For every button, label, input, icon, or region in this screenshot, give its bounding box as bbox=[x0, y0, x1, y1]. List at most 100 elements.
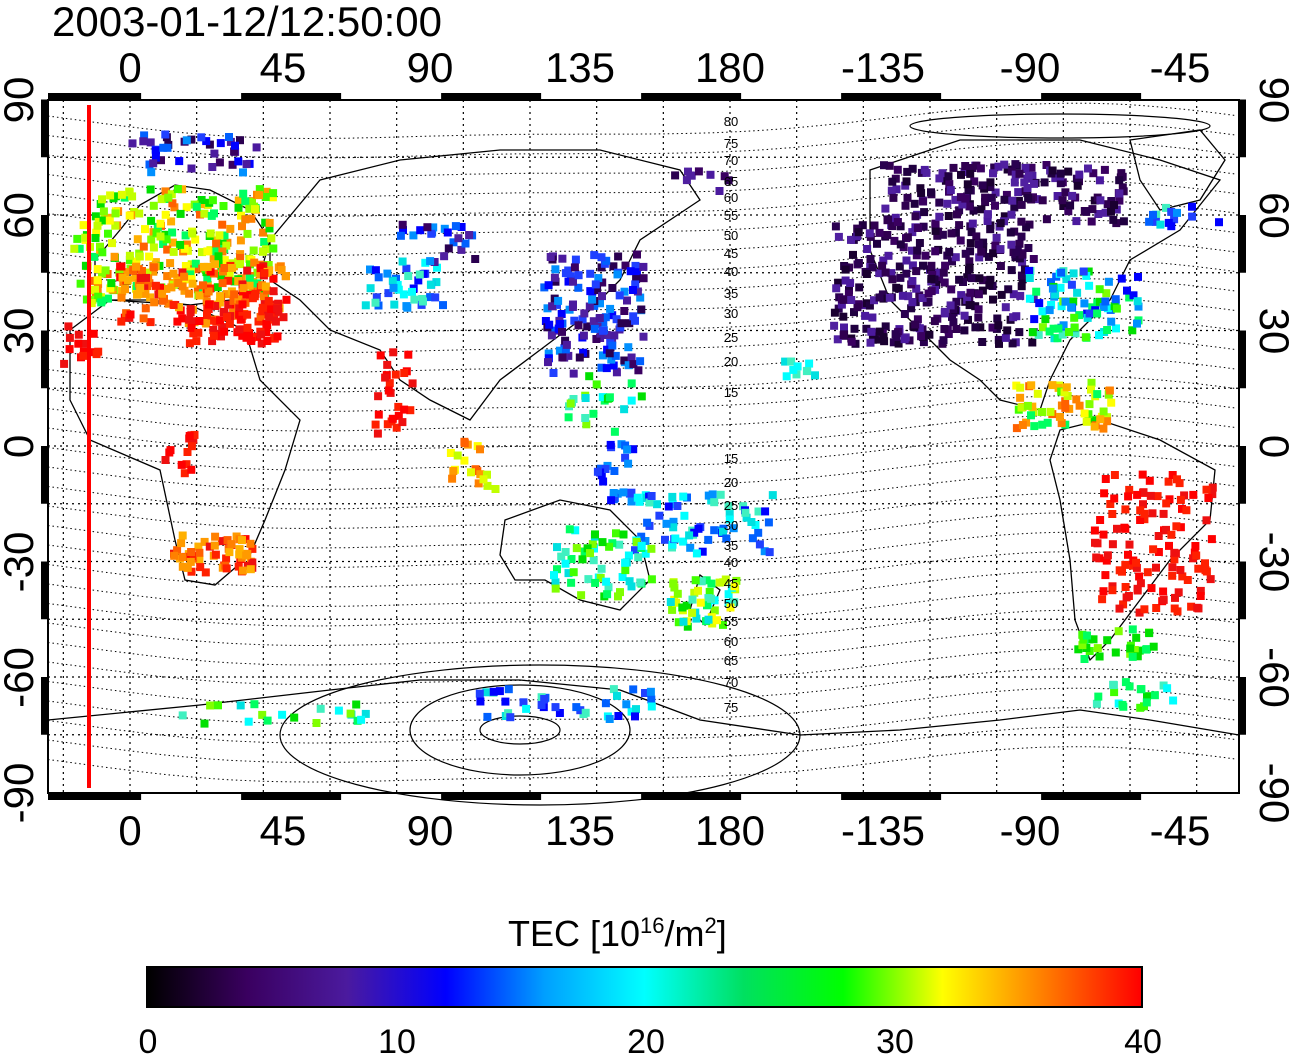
tec-observation bbox=[537, 701, 546, 709]
tec-observation bbox=[878, 261, 887, 270]
tec-observation bbox=[419, 297, 427, 306]
tec-observation bbox=[1162, 203, 1170, 212]
tec-observation bbox=[234, 562, 243, 571]
tec-observation bbox=[726, 603, 735, 612]
tec-observation bbox=[259, 292, 268, 301]
tec-observation bbox=[376, 351, 385, 360]
tec-observation bbox=[724, 590, 733, 599]
tec-observation bbox=[1182, 506, 1191, 515]
tec-observation bbox=[613, 691, 621, 700]
tec-observation bbox=[1091, 538, 1099, 547]
tec-observation bbox=[187, 548, 196, 556]
lon-tick-bottom: 45 bbox=[260, 807, 307, 854]
tec-observation bbox=[977, 205, 986, 214]
tec-observation bbox=[558, 327, 566, 336]
tec-observation bbox=[880, 337, 889, 346]
tec-observation bbox=[623, 445, 632, 454]
contour-label: 50 bbox=[724, 596, 738, 611]
tec-observation bbox=[631, 280, 640, 289]
tec-observation bbox=[604, 583, 613, 592]
contour-label: 75 bbox=[724, 700, 738, 715]
tec-observation bbox=[1012, 424, 1021, 433]
tec-observation bbox=[941, 261, 950, 270]
tec-observation bbox=[1072, 395, 1081, 404]
magnetic-contour bbox=[47, 726, 1237, 764]
tec-observation bbox=[247, 197, 256, 206]
frame-scale-left bbox=[41, 561, 48, 620]
tec-observation bbox=[1012, 247, 1021, 256]
tec-observation bbox=[1167, 530, 1176, 539]
tec-observation bbox=[198, 248, 206, 257]
tec-observation bbox=[1153, 492, 1162, 501]
tec-observation bbox=[881, 322, 890, 331]
tec-observation bbox=[855, 283, 864, 292]
tec-observation bbox=[1068, 191, 1077, 200]
tec-observation bbox=[912, 251, 921, 260]
tec-observation bbox=[1165, 541, 1173, 550]
tec-observation bbox=[427, 229, 436, 238]
tec-observation bbox=[615, 291, 624, 300]
tec-observation bbox=[123, 276, 132, 285]
magnetic-contour bbox=[47, 180, 1237, 218]
tec-observation bbox=[241, 197, 250, 206]
tec-observation bbox=[429, 223, 438, 232]
tec-observation bbox=[664, 502, 673, 511]
tec-observation bbox=[168, 228, 177, 237]
tec-observation bbox=[247, 337, 256, 345]
tec-observation bbox=[911, 320, 920, 329]
tec-observation bbox=[177, 539, 186, 548]
tec-observation bbox=[1139, 488, 1148, 497]
tec-observation bbox=[694, 524, 703, 533]
tec-observation bbox=[720, 172, 729, 181]
tec-observation bbox=[919, 261, 927, 270]
tec-observation bbox=[1107, 398, 1116, 407]
lon-tick-top: 45 bbox=[260, 44, 307, 91]
tec-observation bbox=[713, 616, 721, 625]
tec-observation bbox=[178, 553, 187, 562]
tec-observation bbox=[366, 284, 375, 293]
tec-observation bbox=[117, 317, 126, 326]
tec-observation bbox=[940, 325, 949, 333]
tec-observation bbox=[483, 470, 491, 479]
tec-observation bbox=[374, 392, 383, 401]
tec-observation bbox=[1018, 250, 1027, 259]
tec-observation bbox=[606, 304, 615, 313]
tec-observation bbox=[793, 362, 802, 371]
contour-label: 70 bbox=[724, 153, 738, 168]
tec-observation bbox=[904, 292, 913, 301]
tec-observation bbox=[605, 393, 614, 402]
tec-observation bbox=[846, 279, 855, 287]
tec-observation bbox=[1033, 389, 1042, 398]
tec-observation bbox=[1057, 419, 1066, 428]
tec-observation bbox=[645, 498, 654, 507]
tec-observation bbox=[839, 312, 848, 321]
tec-observation bbox=[881, 268, 890, 277]
tec-observation bbox=[830, 321, 839, 330]
tec-observation bbox=[870, 296, 878, 305]
tec-observation bbox=[1108, 540, 1117, 549]
tec-observation bbox=[1060, 388, 1069, 397]
tec-observation bbox=[949, 318, 958, 327]
tec-observation bbox=[955, 221, 964, 230]
tec-observation bbox=[668, 540, 677, 549]
map-frame bbox=[47, 99, 1240, 794]
tec-observation bbox=[125, 251, 134, 260]
tec-observation bbox=[989, 169, 997, 178]
tec-observation bbox=[263, 716, 272, 725]
tec-observation bbox=[187, 465, 196, 474]
tec-observation bbox=[274, 299, 283, 308]
tec-observation bbox=[1047, 301, 1056, 309]
tec-observation bbox=[705, 587, 714, 596]
tec-observation bbox=[605, 349, 614, 358]
tec-observation bbox=[1143, 568, 1152, 577]
tec-observation bbox=[96, 242, 104, 251]
tec-observation bbox=[135, 209, 144, 218]
tec-observation bbox=[282, 272, 290, 281]
tec-observation bbox=[618, 573, 627, 581]
lat-tick-left: 0 bbox=[0, 435, 42, 458]
tec-observation bbox=[986, 225, 995, 234]
tec-observation bbox=[260, 238, 269, 246]
tec-observation bbox=[834, 278, 843, 287]
tec-observation bbox=[201, 568, 210, 577]
tec-observation bbox=[246, 565, 255, 574]
